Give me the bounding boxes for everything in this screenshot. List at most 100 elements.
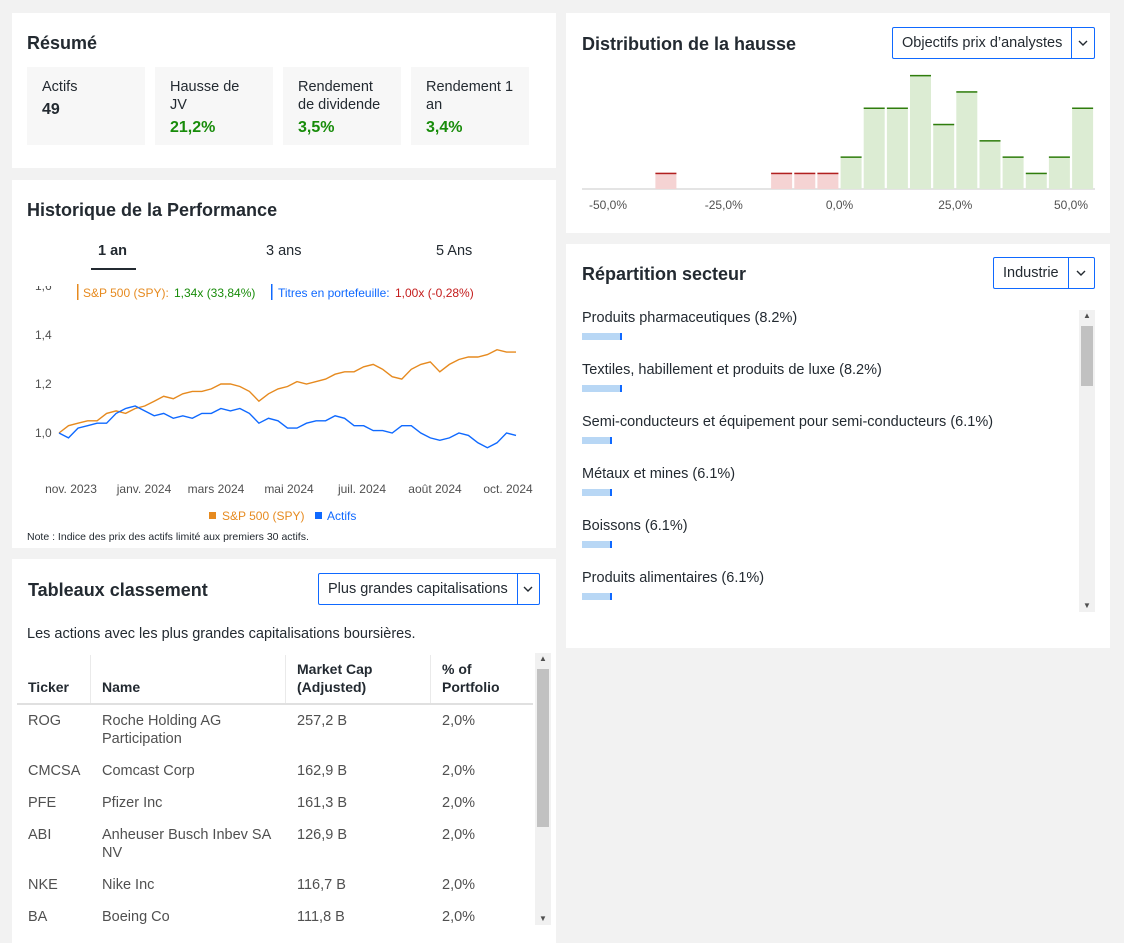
chevron-down-icon — [516, 574, 539, 604]
histogram-bar — [910, 74, 931, 189]
cell-ticker[interactable]: BA — [28, 909, 48, 925]
histogram-bar — [956, 91, 978, 189]
stat-label: Rendement 1 an — [426, 79, 514, 113]
cell-market-cap: 161,3 B — [297, 795, 347, 811]
cell-name[interactable]: Comcast Corp — [102, 763, 195, 779]
cell-name[interactable]: Pfizer Inc — [102, 795, 163, 811]
y-tick-label: 1,2 — [35, 377, 52, 391]
stat-value: 49 — [42, 101, 60, 118]
histogram-bar — [979, 140, 1001, 189]
table-scrollbar[interactable]: ▲ ▼ — [535, 653, 551, 925]
histogram-bar-top — [956, 91, 978, 93]
sector-bar — [582, 385, 623, 392]
legend-marker-portfolio — [271, 284, 273, 300]
price-target-dropdown[interactable]: Objectifs prix d’analystes — [892, 27, 1095, 59]
scroll-up-icon[interactable]: ▲ — [539, 654, 547, 663]
legend-portfolio-value: 1,00x (-0,28%) — [395, 286, 474, 300]
histogram-bar — [886, 107, 908, 189]
histogram-bar — [1002, 156, 1024, 189]
distribution-title: Distribution de la hausse — [582, 34, 797, 54]
sector-item-label: Boissons (6.1%) — [582, 518, 688, 534]
column-divider — [90, 655, 91, 703]
x-tick-label: -25,0% — [705, 198, 743, 212]
performance-card: Historique de la Performance 1 an 3 ans … — [12, 180, 556, 548]
legend-sp-value: 1,34x (33,84%) — [174, 286, 255, 300]
cell-portfolio-pct: 2,0% — [442, 877, 476, 893]
cell-ticker[interactable]: PFE — [28, 795, 57, 811]
histogram-bar — [794, 172, 816, 189]
histogram-bar-top — [863, 107, 885, 109]
chart-top-legend: S&P 500 (SPY): 1,34x (33,84%) Titres en po… — [77, 284, 474, 300]
header-portfolio-pct[interactable]: % of Portfolio — [442, 660, 500, 696]
histogram-bar — [655, 172, 677, 189]
stat-dividend-yield: Rendement de dividende 3,5% — [283, 67, 401, 145]
stat-value: 3,5% — [298, 119, 335, 136]
cell-ticker[interactable]: ROG — [28, 713, 62, 729]
stat-label: Hausse de JV — [170, 79, 240, 113]
stat-one-year-return: Rendement 1 an 3,4% — [411, 67, 529, 145]
sector-type-dropdown[interactable]: Industrie — [993, 257, 1095, 289]
histogram-bar — [817, 172, 839, 189]
histogram-bar-top — [933, 123, 955, 126]
scroll-down-icon[interactable]: ▼ — [539, 914, 547, 923]
cell-portfolio-pct: 2,0% — [442, 795, 476, 811]
x-tick-label: oct. 2024 — [483, 482, 533, 496]
sector-item-label: Semi-conducteurs et équipement pour semi… — [582, 414, 994, 430]
header-ticker[interactable]: Ticker — [28, 679, 69, 695]
leaderboard-dropdown[interactable]: Plus grandes capitalisations — [318, 573, 540, 605]
active-tab-indicator — [91, 268, 136, 270]
sector-bar — [582, 541, 612, 548]
sector-item-label: Produits alimentaires (6.1%) — [582, 570, 765, 586]
histogram-bar — [1072, 107, 1094, 189]
resume-card: Résumé Actifs 49 Hausse de JV 21,2% Rend… — [12, 13, 556, 168]
header-divider — [17, 703, 533, 705]
dropdown-label: Industrie — [1003, 265, 1059, 281]
stat-label: Actifs — [42, 79, 78, 95]
histogram-bar-top — [979, 140, 1001, 142]
cell-ticker[interactable]: CMCSA — [28, 763, 81, 779]
legend-swatch-assets — [315, 512, 322, 519]
x-tick-label: nov. 2023 — [45, 482, 97, 496]
stat-assets: Actifs 49 — [27, 67, 145, 145]
sector-bar — [582, 437, 612, 444]
scroll-thumb[interactable] — [1081, 326, 1093, 386]
performance-title: Historique de la Performance — [27, 200, 278, 220]
assets-series-line — [58, 405, 517, 449]
cell-name[interactable]: Anheuser Busch Inbev SA NV — [102, 827, 271, 861]
cell-name[interactable]: Nike Inc — [102, 877, 155, 893]
legend-sp: S&P 500 (SPY) — [222, 509, 305, 523]
cell-name[interactable]: Boeing Co — [102, 909, 170, 925]
scroll-up-icon[interactable]: ▲ — [1083, 311, 1091, 320]
cell-name[interactable]: Roche Holding AG Participation — [102, 713, 222, 747]
chart-note: Note : Indice des prix des actifs limité… — [27, 531, 309, 543]
x-tick-label: 50,0% — [1054, 198, 1088, 212]
leaderboard-subtitle: Les actions avec les plus grandes capita… — [27, 626, 416, 642]
histogram-bar-top — [840, 156, 862, 158]
cell-ticker[interactable]: ABI — [28, 827, 52, 843]
performance-line-chart: 1,0 1,2 1,4 1,6 S&P 500 (SPY): 1,34x (33,84%)… — [35, 284, 533, 523]
scroll-thumb[interactable] — [537, 669, 549, 827]
x-tick-label: août 2024 — [408, 482, 462, 496]
histogram-bar-top — [1048, 156, 1070, 158]
header-line: Market Cap — [297, 661, 373, 677]
header-market-cap[interactable]: Market Cap (Adjusted) — [297, 660, 372, 696]
chart-bottom-legend: S&P 500 (SPY) Actifs — [209, 509, 356, 523]
sector-bar — [582, 489, 612, 496]
tab-1-year[interactable]: 1 an — [98, 243, 128, 259]
legend-swatch-sp — [209, 512, 216, 519]
stat-value: 21,2% — [170, 119, 216, 136]
tab-3-years[interactable]: 3 ans — [266, 243, 302, 259]
tab-5-years[interactable]: 5 Ans — [436, 243, 473, 259]
cell-market-cap: 126,9 B — [297, 827, 347, 843]
sector-title: Répartition secteur — [582, 264, 747, 284]
sector-scrollbar[interactable]: ▲ ▼ — [1079, 310, 1095, 612]
y-tick-label: 1,4 — [35, 328, 52, 342]
stat-label: Rendement de dividende — [298, 79, 381, 113]
histogram-bar — [933, 123, 955, 189]
header-name[interactable]: Name — [102, 679, 141, 695]
cell-ticker[interactable]: NKE — [28, 877, 58, 893]
line-chart-plot: 1,0 1,2 1,4 1,6 — [35, 286, 52, 440]
histogram-bar — [1025, 172, 1047, 189]
scroll-down-icon[interactable]: ▼ — [1083, 601, 1091, 610]
x-tick-label: 25,0% — [938, 198, 972, 212]
